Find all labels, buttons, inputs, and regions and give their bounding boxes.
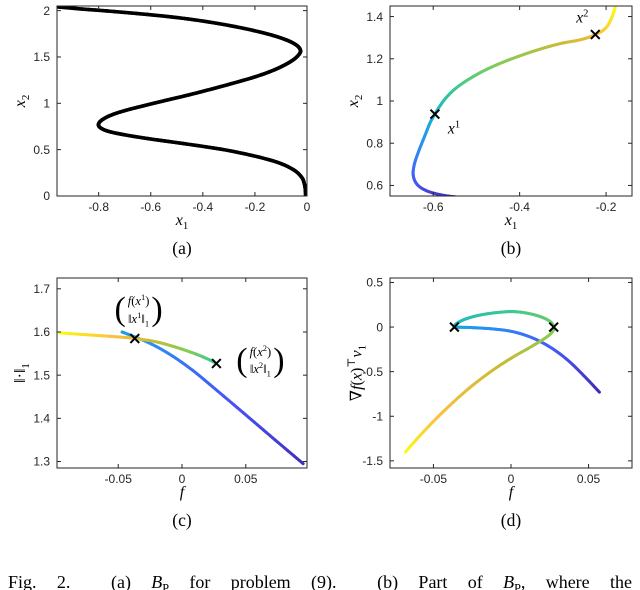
vector-rows: f(x1) ‖x1‖1 [126,292,152,328]
right-paren: ) [273,342,285,380]
y-tick-label: 2 [43,4,50,18]
y-tick-label: -1 [372,409,383,423]
y-tick-label: 1.7 [33,282,50,296]
x-tick-label: 0 [508,472,515,486]
x-tick-label: -0.05 [105,472,133,486]
right-paren: ) [151,291,163,329]
subplot-grid: -0.8 -0.6 -0.4 -0.2 0 0 0.5 1 1.5 2 x2 x1 (a) -0.6 -0… [0,0,640,544]
subplot-a: -0.8 -0.6 -0.4 -0.2 0 0 0.5 1 1.5 2 x2 x1 (a) [0,0,320,272]
vector-row: ‖x1‖1 [128,309,150,329]
y-tick-label: 1 [43,97,50,111]
x-tick-label: -0.2 [245,200,266,214]
y-tick-label: 0.5 [33,143,50,157]
plot-area [411,6,617,196]
plot-area [58,330,305,466]
x-marker [548,321,559,333]
x-marker [429,108,441,120]
x-tick-label: -0.05 [420,472,448,486]
x-marker [590,29,601,40]
subplot-d: -0.05 0 0.05 0.5 0 -0.5 -1 -1.5 ∇f(x)⊤v1 f (d) [320,272,640,544]
x-tick-label: 0.05 [234,472,258,486]
vector-row: ‖x2‖1 [249,360,271,380]
left-paren: ( [114,291,126,329]
vector-rows: f(x2) ‖x2‖1 [248,343,274,379]
curve-segment [404,449,409,454]
vector-row: f(x2) [249,343,272,360]
x-axis-label: f [179,484,185,501]
y-tick-label: 0 [43,189,50,203]
x-tick-label: -0.2 [596,200,617,214]
plot-canvas-b: -0.6 -0.4 -0.2 0.6 0.8 1 1.2 1.4 [366,5,633,214]
y-tick-label: 0.6 [366,179,383,193]
panel-label-c: (c) [172,510,192,530]
curve-colored-branch [411,6,617,196]
panel-label-a: (a) [172,238,192,258]
y-tick-label: 1 [376,94,383,108]
y-tick-label: 1.6 [33,325,50,339]
y-tick-label: 1.5 [33,50,50,64]
y-axis-label: ‖·‖1 [12,363,33,383]
vector-annotation: (f(x2) ‖x2‖1) [236,343,284,379]
y-axis-label: ∇f(x)⊤v1 [346,344,369,402]
x-tick-label: -0.8 [88,200,109,214]
figure-caption: Fig. 2. (a) BP for problem (9). (b) Part… [8,572,632,590]
y-tick-label: 1.3 [33,455,50,469]
y-tick-label: 0.8 [366,136,383,150]
curve-solution-branch [57,6,307,196]
y-axis-label: x2 [12,94,33,108]
subplot-c: -0.05 0 0.05 1.3 1.4 1.5 1.6 1.7 ‖·‖1 f (c)(f(x1) ‖… [0,272,320,544]
plot-canvas-c: -0.05 0 0.05 1.3 1.4 1.5 1.6 1.7 [33,277,308,486]
x-tick-label: -0.6 [423,200,444,214]
x-axis-label: x1 [504,212,518,233]
x-marker [449,321,460,333]
vector-annotation: (f(x1) ‖x1‖1) [114,292,162,328]
x-marker [129,333,140,344]
plot-canvas-a: -0.8 -0.6 -0.4 -0.2 0 0 0.5 1 1.5 2 [33,4,311,214]
y-tick-label: 0.5 [366,276,383,290]
x-tick-label: 0 [304,200,311,214]
panel-label-b: (b) [500,238,522,258]
plot-area [57,6,307,196]
y-tick-label: 1.4 [33,412,50,426]
panel-label-d: (d) [500,510,522,530]
x-axis-label: x1 [175,212,189,233]
y-tick-label: 0 [376,320,383,334]
axes-box [56,5,308,197]
x-tick-label: -0.4 [192,200,213,214]
x-tick-label: -0.6 [140,200,161,214]
plot-canvas-d: -0.05 0 0.05 0.5 0 -0.5 -1 -1.5 [362,276,633,486]
x-tick-label: -0.4 [509,200,530,214]
left-paren: ( [236,342,248,380]
curve-branch-blue [120,330,305,466]
x-tick-label: 0 [179,472,186,486]
subplot-b: -0.6 -0.4 -0.2 0.6 0.8 1 1.2 1.4 x2 x1 (b) x1 x2 [320,0,640,272]
axes-box [389,277,633,469]
y-tick-label: -1.5 [362,454,383,468]
x-tick-label: 0.05 [577,472,601,486]
x-axis-label: f [508,484,514,501]
plot-area [404,310,601,454]
point-label: x2 [576,8,589,27]
curve-gradient-loop [404,310,601,454]
vector-row: f(x1) [127,292,150,309]
curve-branch-yellow [58,331,218,365]
point-label: x1 [447,119,461,138]
y-tick-label: -0.5 [362,365,383,379]
x-marker [211,358,222,369]
y-tick-label: 1.5 [33,368,50,382]
y-tick-label: 1.4 [366,10,383,24]
y-axis-label: x2 [345,94,366,108]
y-tick-label: 1.2 [366,52,383,66]
